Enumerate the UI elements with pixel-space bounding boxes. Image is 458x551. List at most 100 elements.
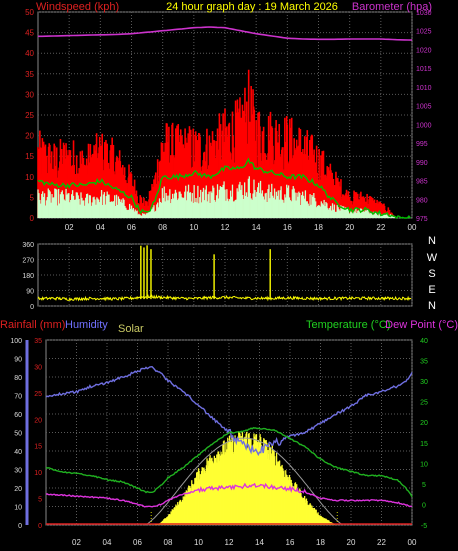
temperature-line xyxy=(45,427,413,498)
average-wind-line xyxy=(37,157,411,220)
rain-tick-label: 25 xyxy=(34,391,42,398)
rain-tick-label: 35 xyxy=(34,338,42,345)
temp-tick-label: 10 xyxy=(420,461,428,468)
temp-tick-label: 5 xyxy=(422,482,426,489)
rain-tick-label: 15 xyxy=(34,444,42,451)
y-tick-label-right: 995 xyxy=(416,141,428,148)
x-tick-label: 02 xyxy=(72,538,81,547)
solar-axis-title: Solar xyxy=(118,323,144,335)
x-tick-label: 16 xyxy=(283,223,292,232)
y-tick-label-right: 1000 xyxy=(416,122,432,129)
humidity-tick-label: 10 xyxy=(14,505,22,512)
graph-title: 24 hour graph day : 19 March 2026 xyxy=(166,1,338,13)
y-tick-label-right: 1015 xyxy=(416,66,432,73)
temperature-axis-title: Temperature (°C) xyxy=(306,319,390,331)
humidity-tick-label: 100 xyxy=(10,338,22,345)
x-tick-label: 06 xyxy=(127,223,136,232)
compass-label: S xyxy=(428,268,435,280)
x-tick-label: 04 xyxy=(96,223,105,232)
x-tick-label: 20 xyxy=(345,223,354,232)
rain-tick-label: 20 xyxy=(34,417,42,424)
x-tick-label: 14 xyxy=(252,223,261,232)
y-tick-label-left: 5 xyxy=(30,193,35,202)
humidity-tick-label: 90 xyxy=(14,357,22,364)
rain-tick-label: 5 xyxy=(38,497,42,504)
x-tick-label: 12 xyxy=(225,538,234,547)
humidity-tick-label: 30 xyxy=(14,468,22,475)
y-tick-label-left: 50 xyxy=(25,8,34,17)
compass-label: N xyxy=(428,300,436,312)
x-tick-label: 10 xyxy=(194,538,203,547)
rain-tick-label: 10 xyxy=(34,470,42,477)
x-tick-label: 00 xyxy=(408,538,417,547)
x-tick-label: 08 xyxy=(158,223,167,232)
x-tick-label: 10 xyxy=(189,223,198,232)
rain-tick-label: 0 xyxy=(38,523,42,530)
compass-label: N xyxy=(428,235,436,247)
y-tick-label-right: 1030 xyxy=(416,10,432,17)
y-tick-label-left: 40 xyxy=(25,49,34,58)
y-tick-label-left: 0 xyxy=(30,214,35,223)
y-tick-label-left: 0 xyxy=(30,304,34,311)
rain-tick-label: 30 xyxy=(34,364,42,371)
x-tick-label: 12 xyxy=(221,223,230,232)
x-tick-label: 22 xyxy=(376,223,385,232)
wind-barometer-panel: 0510152025303540455097598098599099510001… xyxy=(25,8,432,232)
x-tick-label: 16 xyxy=(286,538,295,547)
humidity-tick-label: 40 xyxy=(14,449,22,456)
temp-tick-label: 20 xyxy=(420,420,428,427)
compass-label: E xyxy=(428,284,435,296)
dew-point-line xyxy=(45,482,413,508)
barometer-axis-title: Barometer (hpa) xyxy=(352,1,432,13)
compass-label: W xyxy=(427,252,438,264)
humidity-tick-label: 0 xyxy=(18,523,22,530)
y-tick-label-left: 270 xyxy=(22,258,34,265)
x-tick-label: 18 xyxy=(316,538,325,547)
humidity-tick-label: 20 xyxy=(14,486,22,493)
temp-tick-label: 35 xyxy=(420,359,428,366)
x-tick-label: 04 xyxy=(103,538,112,547)
humidity-tick-label: 70 xyxy=(14,394,22,401)
y-tick-label-left: 30 xyxy=(25,90,34,99)
temp-tick-label: 25 xyxy=(420,400,428,407)
y-tick-label-right: 1025 xyxy=(416,29,432,36)
y-tick-label-right: 990 xyxy=(416,160,428,167)
solar-theoretical-curve xyxy=(144,437,343,526)
wind-direction-line xyxy=(37,294,412,302)
temp-tick-label: 0 xyxy=(422,502,426,509)
x-tick-label: 08 xyxy=(164,538,173,547)
y-tick-label-right: 985 xyxy=(416,179,428,186)
x-tick-label: 18 xyxy=(314,223,323,232)
y-tick-label-left: 360 xyxy=(22,242,34,249)
humidity-tick-label: 80 xyxy=(14,375,22,382)
x-tick-label: 00 xyxy=(408,223,417,232)
dew-point-axis-title: Dew Point (°C) xyxy=(385,319,458,331)
y-tick-label-right: 1020 xyxy=(416,47,432,54)
rainfall-axis-title: Rainfall (mm) xyxy=(0,319,65,331)
humidity-tick-label: 60 xyxy=(14,412,22,419)
windspeed-axis-title: Windspeed (kph) xyxy=(36,1,119,13)
y-tick-label-right: 1010 xyxy=(416,85,432,92)
x-tick-label: 22 xyxy=(377,538,386,547)
y-tick-label-left: 25 xyxy=(25,111,34,120)
y-tick-label-right: 975 xyxy=(416,216,428,223)
x-tick-label: 02 xyxy=(65,223,74,232)
temp-tick-label: 15 xyxy=(420,441,428,448)
y-tick-label-left: 180 xyxy=(22,273,34,280)
y-tick-label-left: 45 xyxy=(25,29,34,38)
temp-tick-label: 30 xyxy=(420,379,428,386)
x-tick-label: 06 xyxy=(133,538,142,547)
temperature-humidity-panel: 010203040506070809010005101520253035-505… xyxy=(10,338,428,547)
x-tick-label: 14 xyxy=(255,538,264,547)
humidity-line xyxy=(45,365,413,457)
y-tick-label-right: 1005 xyxy=(416,104,432,111)
y-tick-label-left: 90 xyxy=(26,289,34,296)
humidity-axis-title: Humidity xyxy=(65,319,108,331)
barometer-line xyxy=(38,26,413,41)
temp-tick-label: 40 xyxy=(420,338,428,345)
y-tick-label-left: 35 xyxy=(25,70,34,79)
x-tick-label: 20 xyxy=(347,538,356,547)
y-tick-label-left: 15 xyxy=(25,152,34,161)
